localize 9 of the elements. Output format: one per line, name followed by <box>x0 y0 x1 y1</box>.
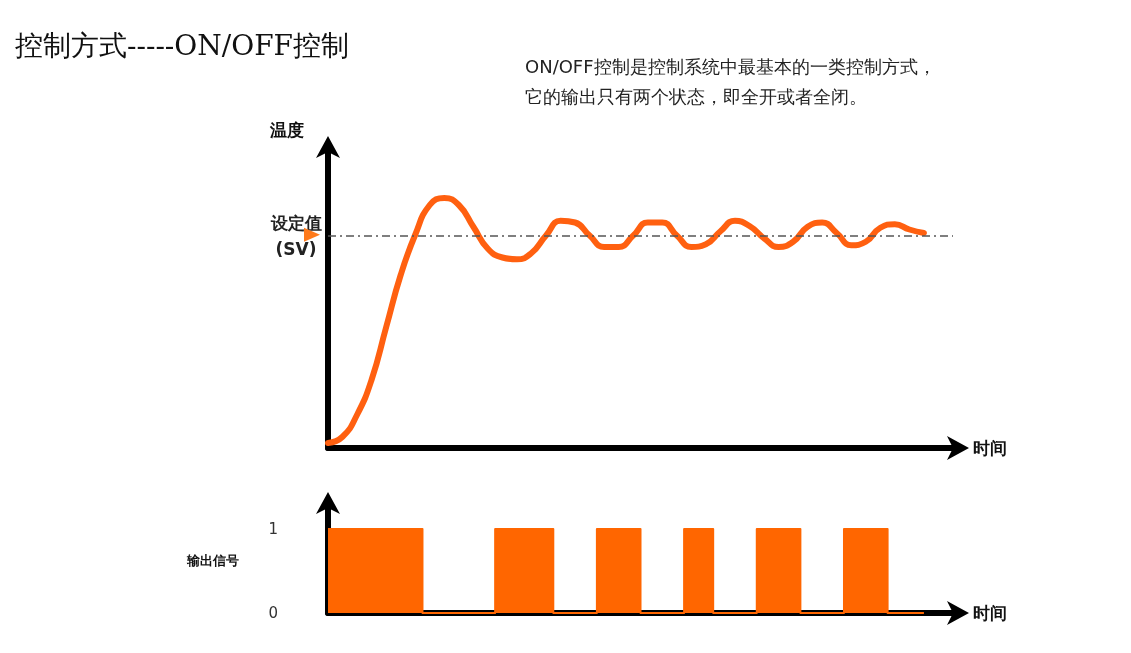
y-tick-label: 0 <box>268 604 278 622</box>
ref-line-label: 设定值 (SV) <box>269 212 322 259</box>
y-axis-title: 输出信号 <box>186 553 239 568</box>
x-axis-title: 时间 <box>973 438 1007 458</box>
chart-subtitle: ON/OFF控制是控制系统中最基本的一类控制方式，它的输出只有两个状态，即全开或者全闭。 <box>525 55 936 107</box>
y-tick-label: 1 <box>268 520 278 538</box>
x-axis-title: 时间 <box>973 603 1007 623</box>
y-axis-title: 温度 <box>269 119 304 140</box>
chart-title: 控制方式-----ON/OFF控制 <box>15 28 350 62</box>
